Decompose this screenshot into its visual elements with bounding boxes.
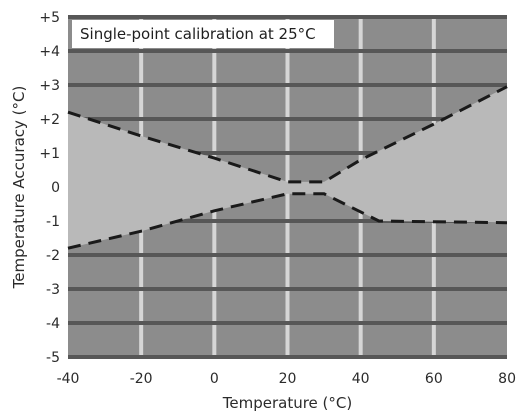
y-tick-label: -2 xyxy=(46,248,60,264)
annotation-text: Single-point calibration at 25°C xyxy=(80,25,316,43)
x-tick-label: -20 xyxy=(130,371,153,387)
y-tick-label: 0 xyxy=(51,180,60,196)
y-axis-title: Temperature Accuracy (°C) xyxy=(10,86,28,290)
y-tick-labels: +5 +4 +3 +2 +1 0 -1 -2 -3 -4 -5 xyxy=(39,10,60,366)
annotation-box xyxy=(72,20,334,48)
lower-bound-line xyxy=(67,192,508,250)
accuracy-band-area xyxy=(68,86,507,249)
x-tick-label: 0 xyxy=(210,371,219,387)
y-tick-label: +5 xyxy=(39,10,60,26)
x-axis-title: Temperature (°C) xyxy=(222,394,352,412)
x-tick-label: -40 xyxy=(57,371,80,387)
y-tick-label: -4 xyxy=(46,316,60,332)
x-tick-label: 80 xyxy=(498,371,516,387)
upper-bound-line xyxy=(67,85,508,184)
boundary-lines xyxy=(67,85,508,250)
x-tick-label: 20 xyxy=(279,371,297,387)
x-tick-label: 40 xyxy=(352,371,370,387)
y-tick-label: +3 xyxy=(39,78,60,94)
y-tick-label: +1 xyxy=(39,146,60,162)
y-tick-label: -3 xyxy=(46,282,60,298)
annotation-group: Single-point calibration at 25°C xyxy=(72,20,334,48)
y-tick-label: +2 xyxy=(39,112,60,128)
y-tick-label: -5 xyxy=(46,350,60,366)
x-tick-labels: -40 -20 0 20 40 60 80 xyxy=(57,371,516,387)
y-tick-label: +4 xyxy=(39,44,60,60)
y-tick-label: -1 xyxy=(46,214,60,230)
x-tick-label: 60 xyxy=(425,371,443,387)
